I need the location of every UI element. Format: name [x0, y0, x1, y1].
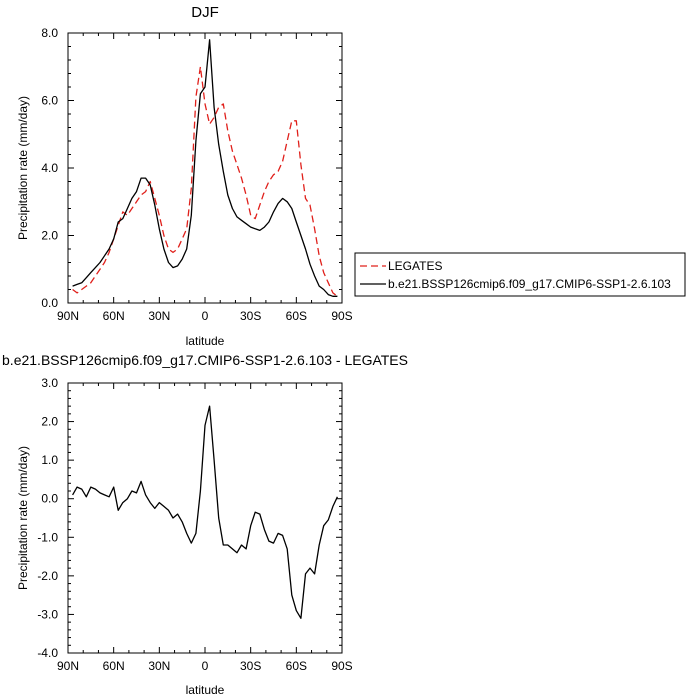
- bottom-y-axis-label: Precipitation rate (mm/day): [16, 446, 30, 590]
- bottom-y-tick-label: 0.0: [41, 492, 58, 506]
- bottom-x-tick-label: 60S: [286, 659, 307, 673]
- top-y-tick-label: 0.0: [41, 296, 58, 310]
- bottom-x-axis-label: latitude: [186, 683, 225, 697]
- bottom-panel: b.e21.BSSP126cmip6.f09_g17.CMIP6-SSP1-2.…: [2, 352, 408, 697]
- bottom-x-tick-label: 30N: [148, 659, 170, 673]
- bottom-y-tick-label: 1.0: [41, 453, 58, 467]
- bottom-y-tick-label: 3.0: [41, 376, 58, 390]
- top-y-tick-label: 8.0: [41, 26, 58, 40]
- legend: LEGATES b.e21.BSSP126cmip6.f09_g17.CMIP6…: [354, 252, 686, 297]
- top-y-tick-label: 6.0: [41, 94, 58, 108]
- bottom-x-tick-label: 60N: [103, 659, 125, 673]
- top-series-line-1: [72, 39, 338, 297]
- top-x-tick-label: 60N: [103, 309, 125, 323]
- bottom-lines: [72, 405, 338, 619]
- bottom-y-tick-label: -4.0: [37, 646, 58, 660]
- top-x-tick-label: 90N: [57, 309, 79, 323]
- top-y-tick-label: 4.0: [41, 161, 58, 175]
- bottom-x-tick-label: 30S: [240, 659, 261, 673]
- legend-label-legates: LEGATES: [388, 259, 442, 273]
- bottom-y-tick-label: -3.0: [37, 607, 58, 621]
- top-panel: DJF 90N 60N 30N 0 30S 60S 90S 0.0 2.0 4.0 6.0 8.0 l…: [16, 4, 353, 348]
- bottom-series-line-0: [72, 405, 338, 619]
- bottom-x-tick-label: 0: [202, 659, 209, 673]
- top-x-tick-label: 60S: [286, 309, 307, 323]
- top-x-tick-label: 30N: [148, 309, 170, 323]
- top-lines: [72, 39, 338, 297]
- legend-box: [354, 252, 686, 297]
- legend-label-model: b.e21.BSSP126cmip6.f09_g17.CMIP6-SSP1-2.…: [388, 277, 671, 291]
- top-x-tick-label: 30S: [240, 309, 261, 323]
- top-x-axis-label: latitude: [186, 334, 225, 348]
- top-y-tick-label: 2.0: [41, 229, 58, 243]
- bottom-y-tick-label: -2.0: [37, 569, 58, 583]
- top-series-line-0: [72, 66, 338, 297]
- top-x-tick-label: 0: [202, 309, 209, 323]
- bottom-y-tick-label: -1.0: [37, 530, 58, 544]
- bottom-x-tick-label: 90S: [331, 659, 352, 673]
- bottom-ticks: 90N 60N 30N 0 30S 60S 90S -4.0 -3.0 -2.0 -1.0 0.0 1.…: [37, 376, 352, 673]
- bottom-y-tick-label: 2.0: [41, 415, 58, 429]
- top-y-axis-label: Precipitation rate (mm/day): [16, 96, 30, 240]
- bottom-x-tick-label: 90N: [57, 659, 79, 673]
- top-ticks: 90N 60N 30N 0 30S 60S 90S 0.0 2.0 4.0 6.0 8.0: [41, 26, 352, 323]
- top-title: DJF: [191, 4, 219, 21]
- bottom-title: b.e21.BSSP126cmip6.f09_g17.CMIP6-SSP1-2.…: [2, 352, 408, 368]
- top-x-tick-label: 90S: [331, 309, 352, 323]
